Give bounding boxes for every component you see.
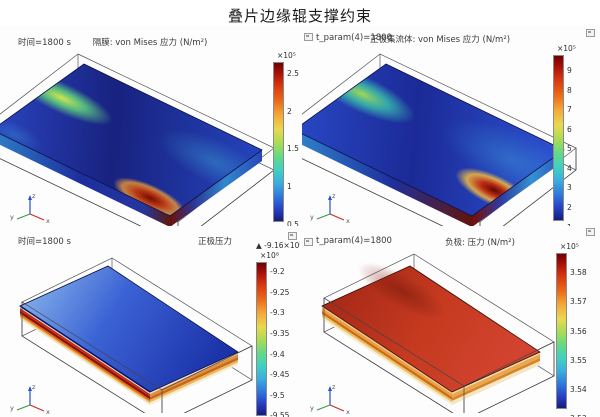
3d-plot-separator-stress[interactable] [0, 50, 276, 226]
colorbar-tick-label: 7 [567, 105, 572, 115]
time-label: 时间=1800 s [18, 38, 71, 48]
colorbar: ×10⁵ 987654321 [553, 44, 576, 243]
colorbar: ×10⁵ 3.58 3.57 3.56 3.55 3.54 3.53 [556, 242, 587, 417]
plot-title: 负极: 压力 (N/m²) [445, 238, 515, 248]
svg-text:y: y [310, 213, 314, 221]
colorbar-tick-label: 3.58 [570, 268, 587, 277]
3d-plot-collector-stress[interactable] [302, 50, 578, 226]
colorbar-scale: ×10⁵ [560, 242, 579, 251]
axis-triad: z x y [310, 192, 350, 224]
colorbar-tick-label: 4 [567, 163, 572, 173]
wireframe-box-front [323, 297, 555, 413]
colorbar-tick-labels: -9.2 -9.25 -9.3 -9.35 -9.4 -9.45 -9.5 -9.55 [270, 262, 289, 417]
colorbar: ▲ -9.16×10⁸ ×10⁸ -9.2 -9.25 -9.3 -9.35 -9.4-… [256, 241, 302, 417]
colorbar-tick-label: -9.55 [270, 411, 290, 417]
colorbar-tick-label: 3.55 [570, 355, 587, 365]
colorbar-gradient [256, 262, 267, 416]
colorbar-tick-label: 8 [567, 85, 572, 95]
colorbar-tick-label: 3 [567, 183, 572, 193]
colorbar-max-label: ▲ -9.16×10⁸ [256, 241, 303, 250]
colorbar-tick-label: 0.5 [287, 219, 299, 229]
colorbar-tick-labels: 2.5 2 1.5 1 0.5 [287, 62, 299, 248]
plot-title: 隔膜: von Mises 应力 (N/m²) [92, 38, 208, 48]
colorbar-tick-label: 1.5 [287, 144, 299, 154]
colorbar-tick-label: -9.2 [270, 267, 285, 276]
svg-text:y: y [310, 404, 314, 412]
colorbar-tick-label: -9.5 [270, 390, 285, 400]
colorbar-scale: ×10⁵ [277, 51, 296, 60]
time-label: t_param(4)=1800 [316, 236, 392, 246]
float-window-icon[interactable] [288, 232, 297, 240]
colorbar: ×10⁵ 2.5 2 1.5 1 0.5 [273, 51, 299, 248]
slab-surface [321, 262, 541, 405]
colorbar-gradient [273, 62, 284, 222]
colorbar-gradient [556, 253, 567, 409]
colorbar-tick-label: -9.35 [270, 328, 290, 338]
y-axis-icon [316, 404, 331, 411]
colorbar-tick-label: -9.25 [270, 287, 290, 297]
colorbar-tick-label: 5 [567, 144, 572, 154]
colorbar-tick-label: 2 [567, 202, 572, 212]
time-label: t_param(4)=1800 [316, 33, 392, 43]
colorbar-tick-label: 3.56 [570, 326, 587, 336]
svg-text:x: x [346, 408, 350, 415]
colorbar-tick-label: -9.4 [270, 349, 285, 359]
colorbar-tick-labels: 3.58 3.57 3.56 3.55 3.54 3.53 [570, 253, 587, 417]
svg-text:z: z [332, 383, 336, 391]
float-window-icon[interactable] [586, 29, 595, 37]
float-window-icon[interactable] [304, 238, 313, 246]
x-axis-icon [329, 404, 345, 412]
plot-title: 正极集流体: von Mises 应力 (N/m²) [369, 35, 511, 45]
x-axis-icon [29, 213, 45, 221]
plot-panel-negative-pressure: t_param(4)=1800 负极: 压力 (N/m²) [300, 226, 600, 417]
svg-text:y: y [10, 404, 14, 412]
colorbar-tick-label: 3.57 [570, 297, 587, 307]
svg-text:x: x [46, 217, 50, 224]
svg-text:x: x [46, 408, 50, 415]
colorbar-tick-label: -9.45 [270, 370, 290, 380]
3d-plot-negative-pressure[interactable] [302, 246, 578, 413]
colorbar-tick-label: -9.3 [270, 308, 285, 318]
y-axis-icon [16, 404, 31, 411]
slab-surface [19, 265, 239, 405]
plot-panel-positive-pressure: 时间=1800 s 正极压力 [0, 226, 302, 417]
3d-plot-positive-pressure[interactable] [0, 246, 276, 413]
float-window-icon[interactable] [304, 33, 313, 41]
time-label: 时间=1800 s [18, 237, 71, 247]
svg-text:x: x [346, 217, 350, 224]
y-axis-icon [16, 213, 31, 220]
colorbar-scale: ×10⁸ [260, 251, 279, 260]
colorbar-tick-label: 9 [567, 66, 572, 75]
svg-text:z: z [32, 192, 36, 200]
colorbar-tick-label: 3.54 [570, 385, 587, 395]
plot-panel-collector-stress: t_param(4)=1800 正极集流体: von Mises 应力 (N/m… [300, 26, 600, 231]
colorbar-scale: ×10⁵ [557, 44, 576, 53]
plot-panel-separator-stress: 时间=1800 s 隔膜: von Mises 应力 (N/m²) [0, 26, 300, 228]
plot-title: 正极压力 [197, 237, 232, 247]
x-axis-icon [29, 404, 45, 412]
y-axis-icon [316, 213, 331, 220]
svg-text:z: z [332, 192, 336, 200]
float-window-icon[interactable] [586, 228, 595, 236]
colorbar-tick-label: 6 [567, 124, 572, 134]
x-axis-icon [329, 213, 345, 221]
colorbar-tick-label: 2.5 [287, 69, 299, 78]
colorbar-tick-labels: 987654321 [567, 55, 572, 243]
page-title: 叠片边缘辊支撑约束 [227, 7, 372, 25]
colorbar-tick-label: 1 [287, 181, 292, 191]
wireframe-box-front [21, 301, 253, 413]
colorbar-tick-label: 3.53 [570, 415, 587, 417]
axis-triad: z x y [10, 383, 50, 415]
axis-triad: z x y [10, 192, 50, 224]
colorbar-tick-label: 2 [287, 106, 292, 116]
svg-text:y: y [10, 213, 14, 221]
svg-text:z: z [32, 383, 36, 391]
axis-triad: z x y [310, 383, 350, 415]
colorbar-gradient [553, 55, 564, 221]
